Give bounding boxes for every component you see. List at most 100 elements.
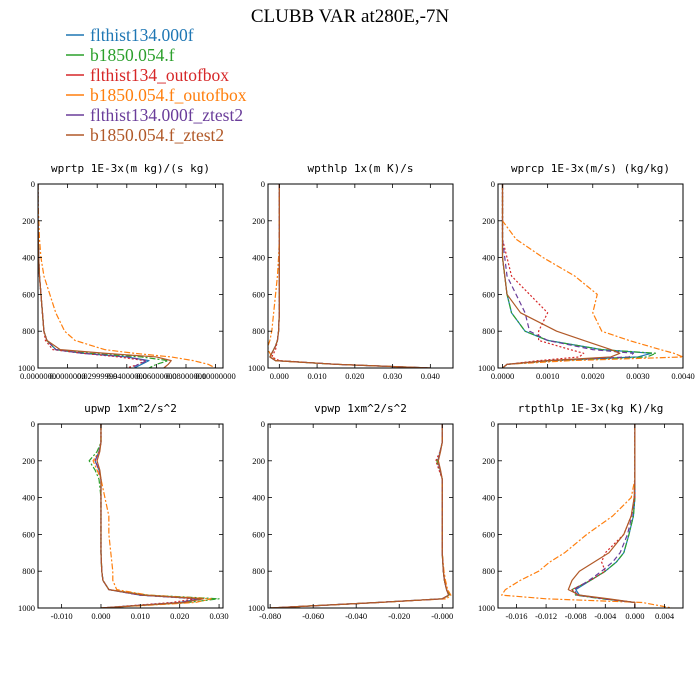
plot-frame [497, 183, 684, 369]
panel-4: upwp 1xm^2/s^2 0 200 400 600 800 1000 -0.010 0.0… [18, 402, 229, 621]
legend-label: flthist134_outofbox [90, 65, 229, 85]
x-tick-label: 0.040 [421, 371, 440, 381]
y-tick-label: 0 [491, 419, 495, 429]
x-tick-label: 0.020 [170, 611, 189, 621]
panel-title: wprtp 1E-3x(m kg)/(s kg) [51, 162, 210, 175]
y-tick-label: 800 [22, 566, 35, 576]
figure-title: CLUBB VAR at280E,-7N [251, 6, 450, 27]
y-tick-label: 400 [252, 493, 265, 503]
y-tick-label: 1000 [248, 603, 265, 613]
y-tick-label: 1000 [18, 603, 35, 613]
x-tick-label: -0.012 [535, 611, 557, 621]
x-tick-label: 0.10000000 [195, 371, 235, 381]
series-line [38, 184, 216, 368]
x-tick-label: 0.0000 [491, 371, 514, 381]
panel-6: rtpthlp 1E-3x(kg K)/kg 0 200 400 600 800 1000 -… [478, 402, 684, 621]
plot-frame [267, 183, 454, 369]
y-tick-label: 1000 [478, 363, 495, 373]
x-tick-label: 0.000 [625, 611, 644, 621]
y-tick-label: 600 [22, 289, 35, 299]
panel-5: vpwp 1xm^2/s^2 0 200 400 600 800 1000-0.080 -0.… [248, 402, 454, 621]
series-line [501, 184, 653, 368]
x-tick-label: 0.0000000 [50, 371, 86, 381]
series-line [96, 424, 204, 608]
series-line [268, 184, 431, 368]
panel-1: wprtp 1E-3x(m kg)/(s kg) 0 200 400 600 800 100… [18, 162, 236, 381]
series-line [501, 424, 673, 608]
panel-title: upwp 1xm^2/s^2 [84, 402, 177, 415]
x-tick-label: 0.030 [210, 611, 229, 621]
y-tick-label: 0 [261, 179, 265, 189]
series-line [94, 424, 200, 608]
series-line [94, 424, 200, 608]
series-line [269, 184, 431, 368]
x-tick-label: 0.0040 [671, 371, 694, 381]
series-line [501, 184, 585, 368]
y-tick-label: 600 [252, 529, 265, 539]
legend-label: flthist134.000f [90, 25, 194, 45]
series-line [38, 184, 146, 368]
series-group [38, 184, 216, 368]
series-line [269, 184, 431, 368]
y-tick-label: 600 [252, 289, 265, 299]
y-tick-label: 1000 [478, 603, 495, 613]
panel-title: wprcp 1E-3x(m/s) (kg/kg) [511, 162, 670, 175]
series-group [501, 424, 673, 608]
legend-label: b1850.054.f_outofbox [90, 85, 247, 105]
y-tick-label: 200 [22, 456, 35, 466]
series-line [270, 424, 450, 608]
plot-frame [37, 183, 224, 369]
y-tick-label: 1000 [248, 363, 265, 373]
x-tick-label: 0.08000000 [166, 371, 206, 381]
legend-entry: b1850.054.f_outofbox [66, 85, 247, 105]
y-tick-label: 400 [482, 253, 495, 263]
y-tick-label: 800 [252, 566, 265, 576]
series-group [268, 184, 431, 368]
y-tick-label: 0 [31, 419, 35, 429]
legend-entry: flthist134.000f_ztest2 [66, 105, 243, 125]
x-tick-label: -0.004 [594, 611, 617, 621]
series-line [92, 424, 212, 608]
panel-title: rtpthlp 1E-3x(kg K)/kg [518, 402, 664, 415]
legend-label: b1850.054.f_ztest2 [90, 125, 224, 145]
y-tick-label: 200 [22, 216, 35, 226]
x-tick-label: -0.016 [506, 611, 528, 621]
x-tick-label: -0.080 [259, 611, 281, 621]
series-line [575, 424, 636, 608]
y-tick-label: 600 [482, 289, 495, 299]
y-tick-label: 400 [22, 493, 35, 503]
series-line [567, 424, 636, 608]
legend-entry: b1850.054.f [66, 45, 175, 65]
legend-label: flthist134.000f_ztest2 [90, 105, 243, 125]
series-group [501, 184, 683, 368]
series-line [269, 184, 431, 368]
x-tick-label: 0.06000000 [136, 371, 176, 381]
x-tick-label: -0.000 [431, 611, 453, 621]
x-tick-label: 0.030 [383, 371, 402, 381]
series-line [38, 184, 150, 368]
x-tick-label: 0.0010 [536, 371, 559, 381]
series-line [269, 184, 431, 368]
x-tick-label: 0.004 [655, 611, 675, 621]
series-line [270, 424, 451, 608]
y-tick-label: 400 [482, 493, 495, 503]
y-tick-label: 800 [252, 326, 265, 336]
y-tick-label: 0 [31, 179, 35, 189]
y-tick-label: 0 [261, 419, 265, 429]
x-tick-label: 0.0030 [626, 371, 649, 381]
legend-entry: b1850.054.f_ztest2 [66, 125, 224, 145]
y-tick-label: 800 [482, 566, 495, 576]
series-line [270, 424, 450, 608]
legend: flthist134.000fb1850.054.fflthist134_out… [66, 25, 247, 145]
series-line [501, 184, 657, 368]
series-line [270, 424, 450, 608]
series-line [571, 424, 636, 608]
x-tick-label: 0.000 [91, 611, 110, 621]
x-tick-label: 0.02999999 [77, 371, 117, 381]
series-line [571, 424, 636, 608]
series-line [501, 184, 621, 368]
y-tick-label: 400 [22, 253, 35, 263]
series-group [270, 424, 452, 608]
series-line [271, 184, 431, 368]
